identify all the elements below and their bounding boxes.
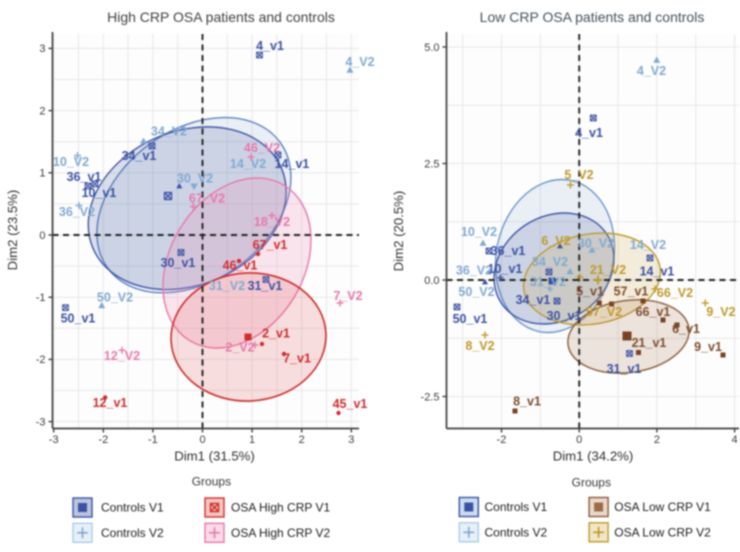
svg-text:1: 1 [39, 168, 45, 180]
svg-text:12_V2: 12_V2 [104, 349, 140, 363]
svg-text:21_V2: 21_V2 [590, 263, 626, 277]
svg-text:High CRP OSA patients and cont: High CRP OSA patients and controls [107, 9, 335, 25]
svg-text:9_V2: 9_V2 [706, 305, 735, 319]
svg-text:67_v1: 67_v1 [253, 238, 288, 252]
svg-text:34_V2: 34_V2 [151, 124, 187, 138]
svg-text:14_v1: 14_v1 [275, 157, 310, 171]
svg-text:-3: -3 [36, 416, 46, 428]
svg-text:OSA High CRP V2: OSA High CRP V2 [231, 526, 330, 540]
svg-text:67_V2: 67_V2 [189, 191, 225, 205]
svg-text:50_V2: 50_V2 [458, 285, 494, 299]
svg-text:21_v1: 21_v1 [632, 336, 667, 350]
svg-text:-2: -2 [98, 434, 108, 446]
svg-text:50_V2: 50_V2 [97, 290, 133, 304]
svg-text:2.5: 2.5 [424, 158, 439, 170]
svg-text:9_v1: 9_v1 [694, 340, 722, 354]
svg-text:8_V2: 8_V2 [465, 339, 494, 353]
svg-text:45_v1: 45_v1 [333, 397, 368, 411]
svg-text:Dim1 (31.5%): Dim1 (31.5%) [174, 449, 255, 464]
svg-text:4: 4 [732, 434, 738, 446]
svg-text:57_V2: 57_V2 [586, 305, 622, 319]
svg-text:66_v1: 66_v1 [636, 305, 671, 319]
svg-text:14_V2: 14_V2 [230, 157, 266, 171]
svg-text:36_V2: 36_V2 [59, 205, 95, 219]
svg-text:46_v1: 46_v1 [223, 258, 258, 272]
svg-text:Low CRP OSA patients and contr: Low CRP OSA patients and controls [480, 9, 705, 25]
svg-text:50_v1: 50_v1 [453, 312, 488, 326]
svg-text:OSA Low CRP V1: OSA Low CRP V1 [614, 500, 711, 514]
svg-text:Dim2 (23.5%): Dim2 (23.5%) [5, 190, 20, 271]
svg-text:12_v1: 12_v1 [93, 396, 128, 410]
svg-text:2_v1: 2_v1 [262, 326, 290, 340]
svg-text:30_V2: 30_V2 [578, 236, 614, 250]
svg-text:3: 3 [39, 43, 45, 55]
svg-text:3: 3 [348, 434, 354, 446]
svg-text:4_v1: 4_v1 [256, 39, 284, 53]
svg-text:30_v1: 30_v1 [547, 309, 582, 323]
svg-text:34_v1: 34_v1 [516, 293, 551, 307]
svg-text:0: 0 [39, 230, 45, 242]
svg-text:46_V2: 46_V2 [244, 141, 280, 155]
svg-text:8_v1: 8_v1 [513, 394, 541, 408]
svg-text:OSA High CRP V1: OSA High CRP V1 [231, 501, 330, 515]
svg-text:OSA Low CRP V2: OSA Low CRP V2 [614, 526, 711, 540]
svg-text:Controls V1: Controls V1 [101, 501, 164, 515]
svg-text:-2: -2 [36, 354, 46, 366]
svg-text:36_v1: 36_v1 [491, 244, 526, 258]
svg-text:0: 0 [199, 434, 205, 446]
svg-text:5_v1: 5_v1 [576, 284, 604, 298]
svg-text:1: 1 [249, 434, 255, 446]
svg-text:36_V2: 36_V2 [456, 263, 492, 277]
svg-text:7_V2: 7_V2 [333, 289, 362, 303]
svg-text:10_v1: 10_v1 [82, 186, 117, 200]
svg-text:4_v1: 4_v1 [575, 126, 603, 140]
svg-text:-1: -1 [148, 434, 158, 446]
svg-text:18_V2: 18_V2 [254, 215, 290, 229]
svg-text:0: 0 [576, 434, 582, 446]
svg-text:2: 2 [39, 105, 45, 117]
svg-text:31_v1: 31_v1 [607, 362, 642, 376]
svg-text:30_V2: 30_V2 [177, 171, 213, 185]
svg-text:-2: -2 [497, 434, 507, 446]
svg-text:6_V2: 6_V2 [541, 234, 570, 248]
svg-text:4_V2: 4_V2 [637, 64, 666, 78]
svg-text:6_v1: 6_v1 [672, 322, 700, 336]
svg-text:0.0: 0.0 [424, 275, 439, 287]
svg-text:14_V2: 14_V2 [630, 238, 666, 252]
svg-text:31_V2: 31_V2 [530, 275, 566, 289]
svg-text:66_V2: 66_V2 [657, 286, 693, 300]
svg-text:Controls V1: Controls V1 [485, 500, 548, 514]
svg-text:-2.5: -2.5 [421, 391, 440, 403]
svg-text:2: 2 [654, 434, 660, 446]
svg-text:31_V2: 31_V2 [209, 279, 245, 293]
svg-text:7_v1: 7_v1 [283, 351, 311, 365]
svg-text:10_V2: 10_V2 [53, 155, 89, 169]
svg-text:4_V2: 4_V2 [345, 55, 374, 69]
svg-text:10_v1: 10_v1 [488, 262, 523, 276]
svg-text:Dim1 (34.2%): Dim1 (34.2%) [553, 449, 634, 464]
svg-text:14_v1: 14_v1 [640, 264, 675, 278]
svg-text:5_V2: 5_V2 [564, 168, 593, 182]
svg-text:50_v1: 50_v1 [61, 312, 96, 326]
svg-text:-3: -3 [49, 434, 59, 446]
svg-text:Controls V2: Controls V2 [101, 526, 164, 540]
svg-text:-1: -1 [36, 292, 46, 304]
svg-text:2: 2 [299, 434, 305, 446]
svg-text:57_v1: 57_v1 [614, 284, 649, 298]
svg-text:34_V2: 34_V2 [532, 255, 568, 269]
svg-text:36_v1: 36_v1 [67, 170, 102, 184]
svg-text:10_V2: 10_V2 [461, 225, 497, 239]
svg-text:30_v1: 30_v1 [161, 256, 196, 270]
svg-text:Controls V2: Controls V2 [485, 526, 548, 540]
svg-text:2_V2: 2_V2 [225, 341, 254, 355]
svg-text:Groups: Groups [192, 475, 231, 489]
svg-text:5.0: 5.0 [424, 42, 439, 54]
svg-text:31_v1: 31_v1 [248, 279, 283, 293]
svg-text:Dim2 (20.5%): Dim2 (20.5%) [391, 191, 406, 272]
svg-text:Groups: Groups [572, 476, 611, 490]
svg-text:34_v1: 34_v1 [122, 149, 157, 163]
